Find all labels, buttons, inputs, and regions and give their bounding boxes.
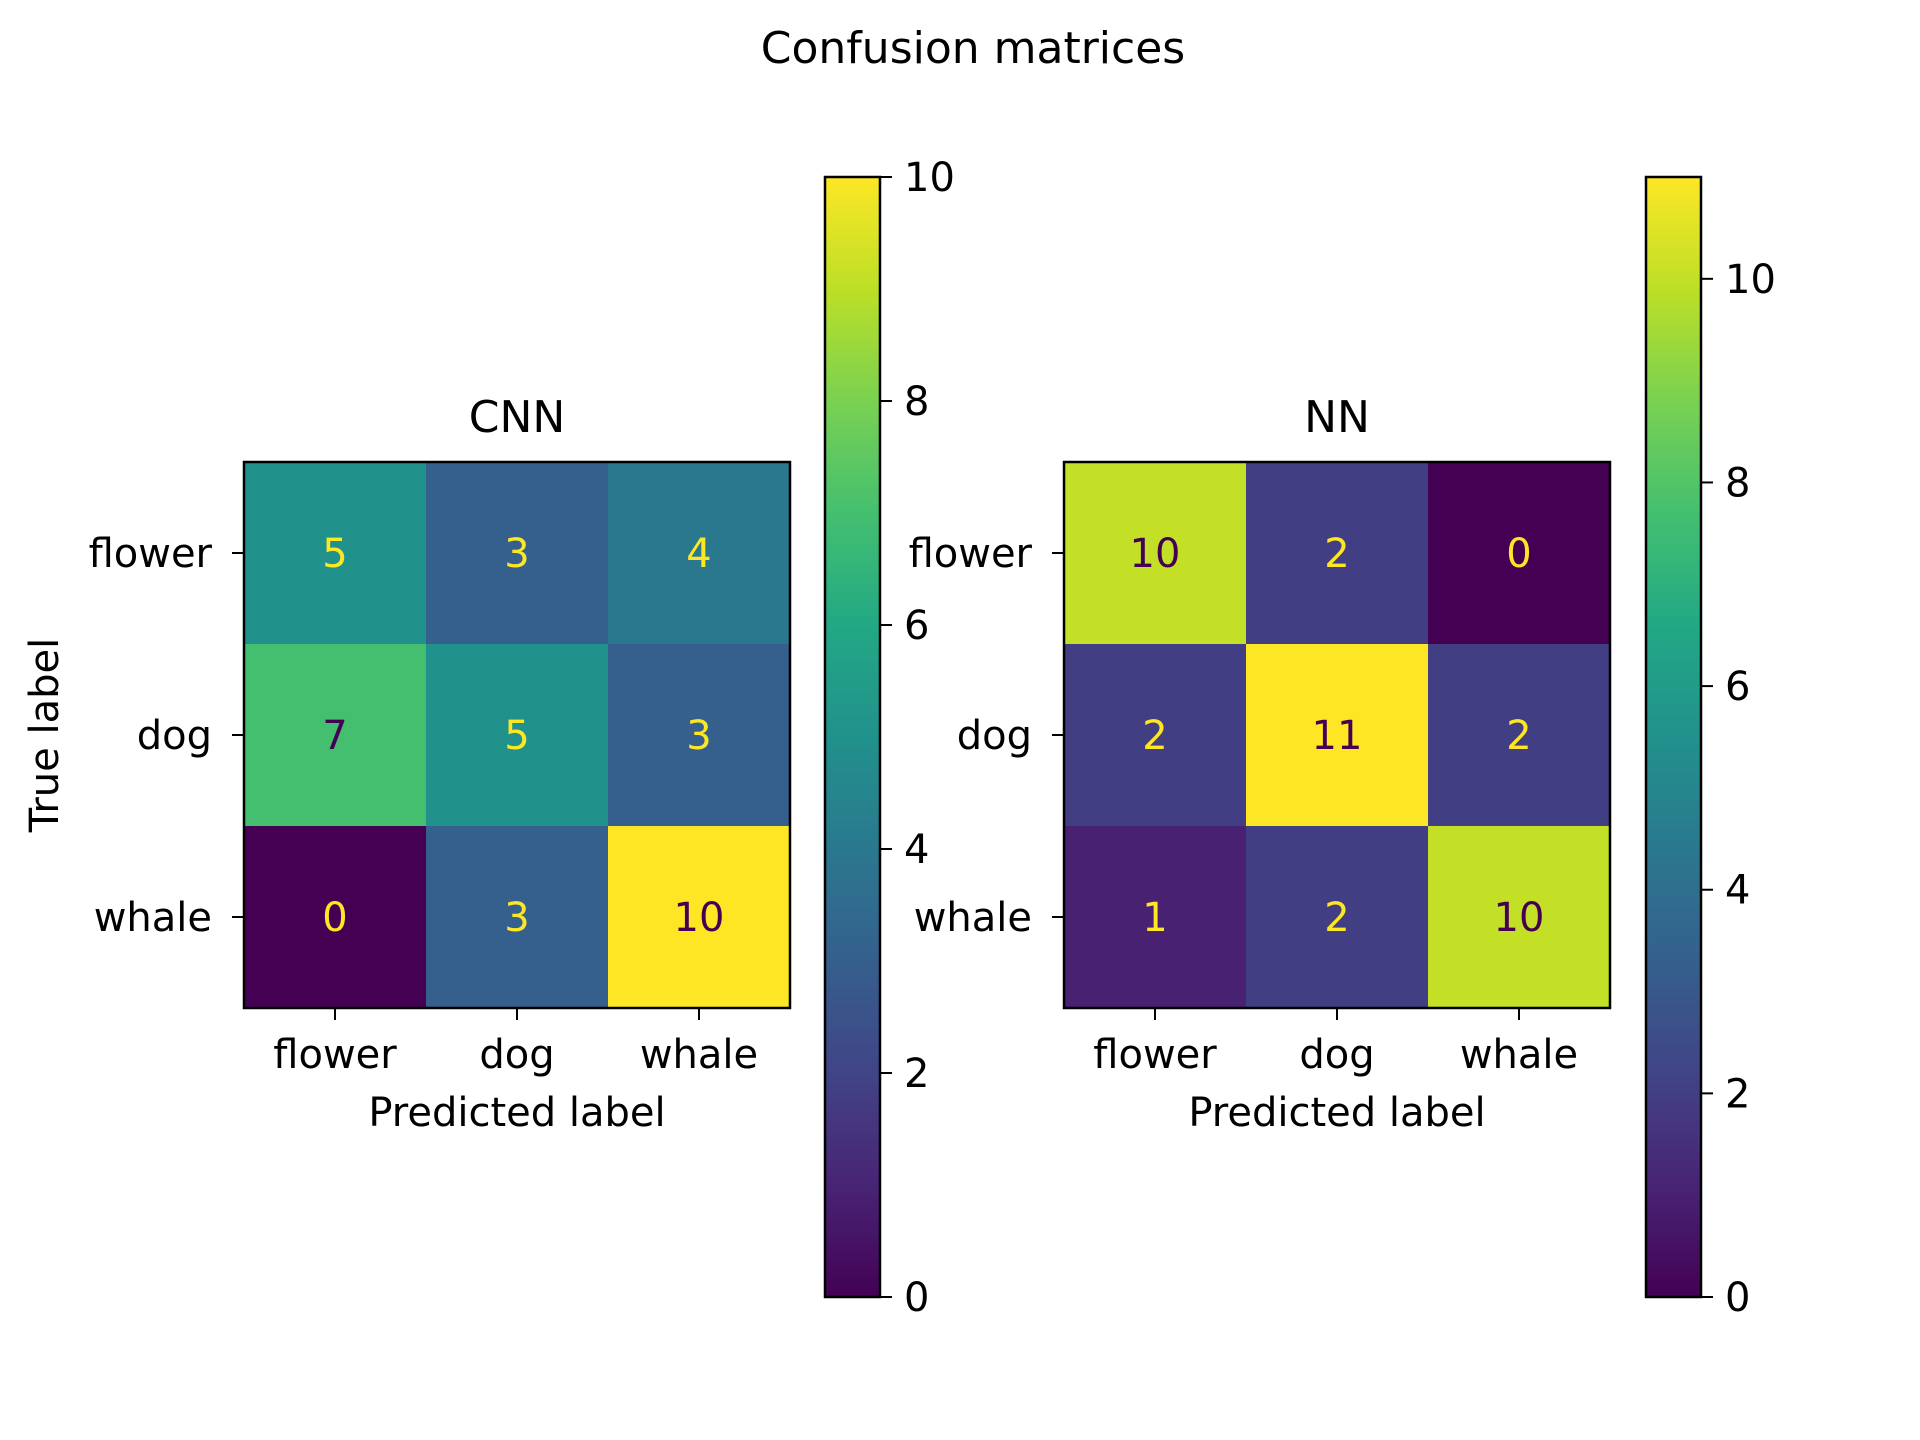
colorbar-tick-label: 2 bbox=[1725, 1071, 1750, 1117]
heatmap-cell bbox=[1428, 462, 1611, 645]
colorbar-tick-label: 4 bbox=[1725, 868, 1750, 914]
cell-value-label: 3 bbox=[504, 531, 529, 577]
cell-value-label: 10 bbox=[674, 895, 725, 941]
heatmap-cell bbox=[1064, 644, 1247, 827]
cell-value-label: 1 bbox=[1142, 895, 1167, 941]
panel-title: NN bbox=[1304, 392, 1370, 443]
chart-cnn: 5 3 4 7 5 3 0 3 10 CNN flower dog whale flower dog whal… bbox=[22, 155, 955, 1321]
cell-value-label: 5 bbox=[322, 531, 347, 577]
heatmap-cell bbox=[608, 644, 791, 827]
x-tick-label: flower bbox=[273, 1032, 397, 1078]
y-tick-label: dog bbox=[957, 713, 1032, 759]
cell-value-label: 7 bbox=[322, 713, 347, 759]
cell-value-label: 2 bbox=[1324, 895, 1349, 941]
colorbar-tick-label: 10 bbox=[1725, 257, 1776, 303]
cell-value-label: 2 bbox=[1324, 531, 1349, 577]
colorbar bbox=[1646, 177, 1701, 1297]
figure-title: Confusion matrices bbox=[761, 23, 1185, 74]
colorbar-tick-label: 2 bbox=[904, 1051, 929, 1097]
heatmap-cell bbox=[244, 826, 427, 1009]
heatmap-cell bbox=[426, 644, 609, 827]
colorbar-tick-label: 8 bbox=[904, 379, 929, 425]
y-tick-label: whale bbox=[914, 895, 1032, 941]
cell-value-label: 3 bbox=[686, 713, 711, 759]
x-tick-label: dog bbox=[479, 1032, 554, 1078]
heatmap-cell bbox=[608, 462, 791, 645]
y-tick-label: whale bbox=[94, 895, 212, 941]
x-tick-label: whale bbox=[1460, 1032, 1578, 1078]
x-tick-label: dog bbox=[1299, 1032, 1374, 1078]
colorbar-tick-label: 0 bbox=[1725, 1275, 1750, 1321]
panel-title: CNN bbox=[469, 392, 566, 443]
heatmap-cell bbox=[1064, 826, 1247, 1009]
cell-value-label: 2 bbox=[1506, 713, 1531, 759]
heatmap-cell bbox=[608, 826, 791, 1009]
heatmap-cell bbox=[1246, 644, 1429, 827]
y-tick-label: flower bbox=[909, 531, 1033, 577]
heatmap-cell bbox=[244, 462, 427, 645]
colorbar-tick-label: 0 bbox=[904, 1275, 929, 1321]
x-tick-label: flower bbox=[1093, 1032, 1217, 1078]
heatmap-cell bbox=[1064, 462, 1247, 645]
x-axis-label: Predicted label bbox=[368, 1090, 665, 1136]
y-tick-label: dog bbox=[137, 713, 212, 759]
colorbar-frame bbox=[1644, 175, 1703, 1299]
colorbar-tick-label: 6 bbox=[1725, 664, 1750, 710]
heatmap-cell bbox=[1246, 462, 1429, 645]
colorbar bbox=[825, 177, 880, 1297]
cell-value-label: 0 bbox=[322, 895, 347, 941]
cell-value-label: 10 bbox=[1494, 895, 1545, 941]
heatmap-cell bbox=[1246, 826, 1429, 1009]
cell-value-label: 5 bbox=[504, 713, 529, 759]
colorbar-tick-label: 8 bbox=[1725, 460, 1750, 506]
y-tick-label: flower bbox=[89, 531, 213, 577]
cell-value-label: 2 bbox=[1142, 713, 1167, 759]
heatmap-cell bbox=[426, 826, 609, 1009]
colorbar-tick-label: 6 bbox=[904, 603, 929, 649]
heatmap-cell bbox=[244, 644, 427, 827]
y-axis-label: True label bbox=[22, 638, 68, 833]
chart-nn: 10 2 0 2 11 2 1 2 10 NN flower dog whale flower dog wha… bbox=[909, 175, 1776, 1321]
cell-value-label: 10 bbox=[1130, 531, 1181, 577]
x-axis-label: Predicted label bbox=[1188, 1090, 1485, 1136]
cell-value-label: 4 bbox=[686, 531, 711, 577]
heatmap-cell bbox=[1428, 644, 1611, 827]
heatmap-cell bbox=[426, 462, 609, 645]
colorbar-tick-label: 4 bbox=[904, 827, 929, 873]
cell-value-label: 3 bbox=[504, 895, 529, 941]
cell-value-label: 11 bbox=[1312, 713, 1363, 759]
colorbar-tick-label: 10 bbox=[904, 155, 955, 201]
x-tick-label: whale bbox=[640, 1032, 758, 1078]
colorbar-frame bbox=[823, 175, 882, 1299]
cell-value-label: 0 bbox=[1506, 531, 1531, 577]
heatmap-cell bbox=[1428, 826, 1611, 1009]
